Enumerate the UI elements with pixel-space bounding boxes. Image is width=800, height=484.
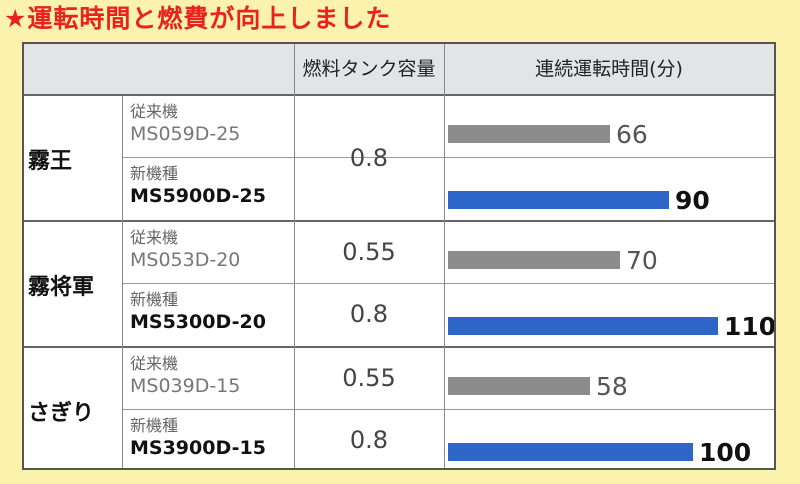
tank-capacity-header: 燃料タンク容量(L) — [302, 58, 436, 130]
model-kind: 従来機 — [130, 102, 179, 121]
new-model-bar — [448, 317, 718, 335]
model-code: MS5900D-25 — [130, 185, 266, 207]
runtime-value-label: 66 — [616, 120, 648, 149]
column-divider — [444, 44, 445, 468]
runtime-bar-cell: 70 — [444, 222, 774, 283]
model-kind: 従来機 — [130, 228, 179, 247]
old-model-bar — [448, 125, 610, 143]
model-cell: 従来機 MS039D-15 — [122, 348, 294, 409]
runtime-value-label: 100 — [699, 438, 752, 467]
runtime-bar-cell: 90 — [444, 158, 774, 219]
runtime-header: 連続運転時間(分) — [535, 58, 683, 80]
model-kind: 新機種 — [130, 164, 179, 183]
series-group: 霧王 従来機 MS059D-25 0.8 66 新機種 MS5900D-25 90 — [24, 96, 774, 222]
runtime-bar-cell: 58 — [444, 348, 774, 409]
model-cell: 従来機 MS059D-25 — [122, 96, 294, 157]
model-code: MS5300D-20 — [130, 311, 266, 333]
tank-capacity-value: 0.8 — [349, 144, 389, 172]
new-model-bar — [448, 191, 669, 209]
series-group: 霧将軍 従来機 MS053D-20 0.55 70 新機種 MS5300D-20 0.8 110 — [24, 222, 774, 348]
runtime-bar-cell: 66 — [444, 96, 774, 157]
tank-capacity-value: 0.55 — [342, 364, 396, 392]
row-divider — [122, 283, 774, 284]
tank-capacity-value: 0.55 — [342, 238, 396, 266]
tank-capacity-value: 0.8 — [349, 426, 389, 454]
series-group: さぎり 従来機 MS039D-15 0.55 58 新機種 MS3900D-15 0.8 100 — [24, 348, 774, 468]
runtime-value-label: 90 — [675, 186, 710, 215]
model-kind: 新機種 — [130, 290, 179, 309]
runtime-value-label: 110 — [724, 312, 776, 341]
series-name: 霧王 — [28, 149, 73, 174]
runtime-bar-cell: 110 — [444, 284, 774, 345]
series-name: さぎり — [28, 401, 95, 426]
model-code: MS053D-20 — [130, 249, 241, 271]
column-divider — [122, 96, 123, 468]
row-divider — [122, 157, 774, 158]
series-name: 霧将軍 — [28, 275, 95, 300]
model-code: MS059D-25 — [130, 123, 241, 145]
runtime-value-label: 70 — [626, 246, 658, 275]
page-title: ★運転時間と燃費が向上しました — [4, 4, 392, 33]
runtime-comparison-table: 燃料タンク容量(L) 連続運転時間(分) 霧王従来機MS059D-250.866… — [22, 42, 776, 470]
runtime-bar-cell: 100 — [444, 410, 774, 468]
row-divider — [122, 409, 774, 410]
model-code: MS3900D-15 — [130, 437, 266, 459]
runtime-value-label: 58 — [596, 372, 628, 401]
model-kind: 新機種 — [130, 416, 179, 435]
new-model-bar — [448, 443, 693, 461]
table-header: 燃料タンク容量(L) 連続運転時間(分) — [24, 44, 774, 130]
old-model-bar — [448, 251, 620, 269]
model-cell: 新機種 MS5900D-25 — [122, 158, 294, 219]
old-model-bar — [448, 377, 590, 395]
model-cell: 新機種 MS5300D-20 — [122, 284, 294, 345]
column-divider — [294, 44, 295, 468]
tank-capacity-value: 0.8 — [349, 300, 389, 328]
model-cell: 新機種 MS3900D-15 — [122, 410, 294, 468]
model-code: MS039D-15 — [130, 375, 241, 397]
model-kind: 従来機 — [130, 354, 179, 373]
model-cell: 従来機 MS053D-20 — [122, 222, 294, 283]
